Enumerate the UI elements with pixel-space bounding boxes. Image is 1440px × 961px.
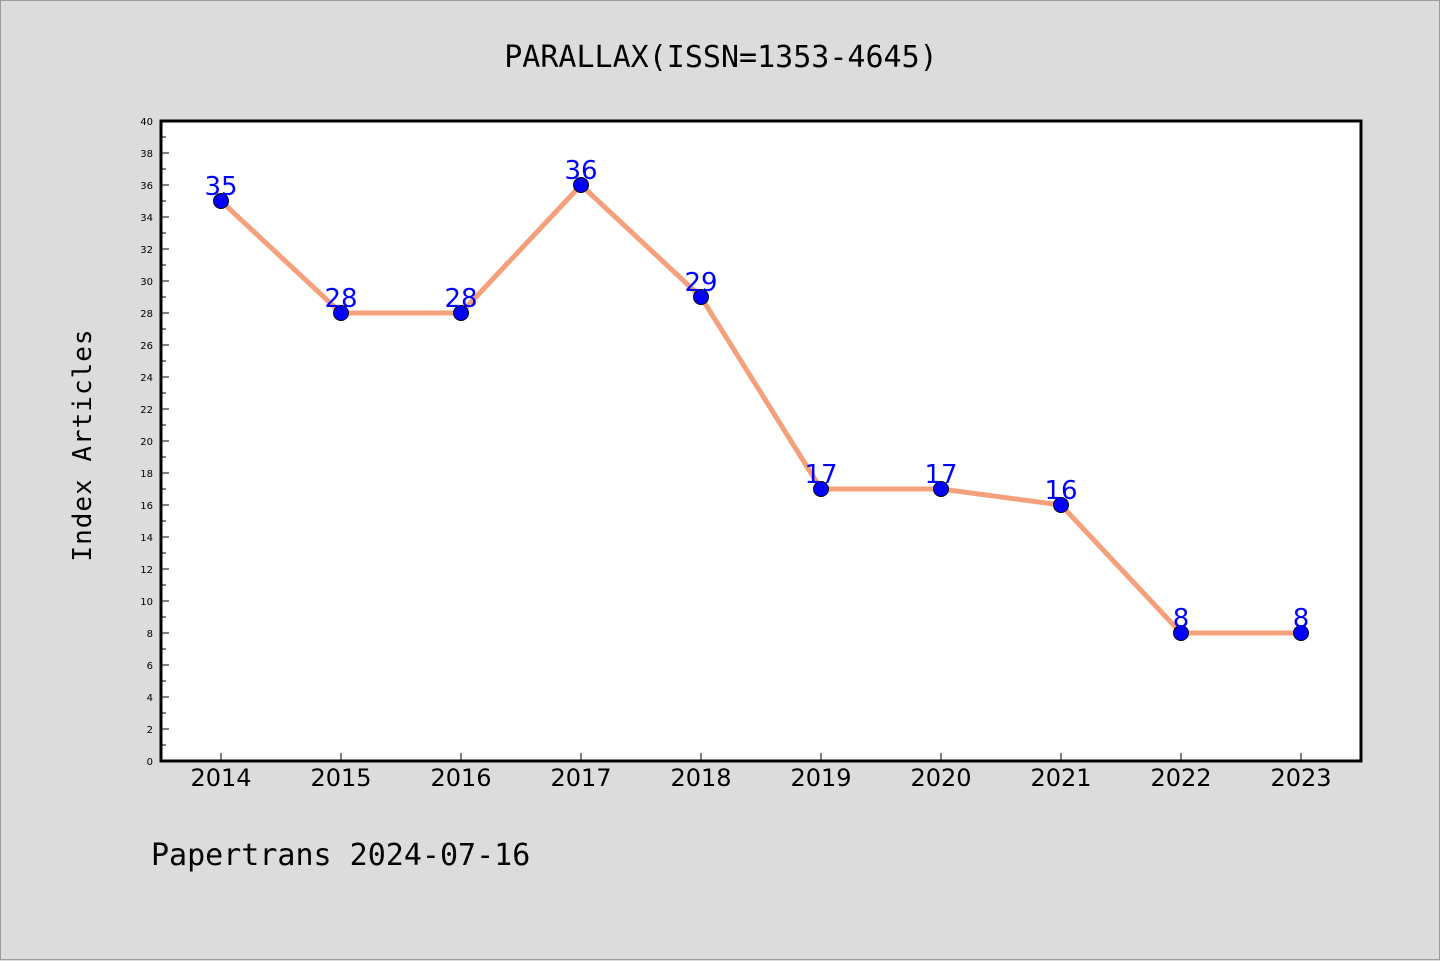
data-label-2021: 16 bbox=[1044, 476, 1077, 506]
y-tick-label: 30 bbox=[140, 277, 153, 288]
x-tick-label: 2019 bbox=[790, 764, 851, 792]
y-tick-label: 8 bbox=[147, 629, 153, 640]
y-tick-label: 34 bbox=[140, 213, 153, 224]
y-tick-label: 26 bbox=[140, 341, 153, 352]
data-point-2022 bbox=[1173, 625, 1189, 641]
y-tick-label: 16 bbox=[140, 501, 153, 512]
data-point-2016 bbox=[453, 305, 469, 321]
x-tick-label: 2020 bbox=[910, 764, 971, 792]
x-tick-label: 2015 bbox=[310, 764, 371, 792]
y-tick-label: 6 bbox=[147, 661, 153, 672]
data-point-2017 bbox=[573, 177, 589, 193]
x-tick-label: 2017 bbox=[550, 764, 611, 792]
x-tick-label: 2014 bbox=[190, 764, 251, 792]
y-tick-label: 22 bbox=[140, 405, 153, 416]
data-point-2015 bbox=[333, 305, 349, 321]
plot-area bbox=[159, 119, 1363, 763]
y-tick-label: 0 bbox=[147, 757, 153, 768]
data-point-2019 bbox=[813, 481, 829, 497]
data-point-2020 bbox=[933, 481, 949, 497]
data-label-2019: 17 bbox=[804, 460, 837, 490]
x-tick-label: 2021 bbox=[1030, 764, 1091, 792]
data-labels: 35 28 28 36 29 17 17 16 8 8 bbox=[204, 156, 1309, 634]
data-label-2020: 17 bbox=[924, 460, 957, 490]
chart-title: PARALLAX(ISSN=1353-4645) bbox=[504, 40, 937, 75]
y-tick-label: 32 bbox=[140, 245, 153, 256]
x-tick-label: 2023 bbox=[1270, 764, 1331, 792]
x-axis-ticks: 2014 2015 2016 2017 2018 2019 2020 2021 2022 2023 bbox=[190, 753, 1332, 792]
x-tick-label: 2022 bbox=[1150, 764, 1211, 792]
data-label-2018: 29 bbox=[684, 268, 717, 298]
x-tick-label: 2016 bbox=[430, 764, 491, 792]
y-tick-label: 20 bbox=[140, 437, 153, 448]
y-tick-label: 14 bbox=[140, 533, 153, 544]
y-tick-label: 18 bbox=[140, 469, 153, 480]
y-tick-label: 4 bbox=[147, 693, 153, 704]
y-tick-label: 28 bbox=[140, 309, 153, 320]
y-tick-label: 12 bbox=[140, 565, 153, 576]
footer-source: Papertrans 2024-07-16 bbox=[151, 838, 530, 873]
data-point-2014 bbox=[213, 193, 229, 209]
y-axis-label: Index Articles bbox=[68, 328, 98, 561]
data-label-2022: 8 bbox=[1173, 604, 1190, 634]
series-line bbox=[219, 182, 1301, 636]
data-label-2014: 35 bbox=[204, 172, 237, 202]
y-tick-label: 38 bbox=[140, 149, 153, 160]
series-line-group bbox=[219, 182, 1301, 636]
x-tick-label: 2018 bbox=[670, 764, 731, 792]
data-label-2015: 28 bbox=[324, 284, 357, 314]
data-markers bbox=[213, 177, 1309, 641]
y-tick-label: 10 bbox=[140, 597, 153, 608]
data-label-2023: 8 bbox=[1293, 604, 1310, 634]
data-label-2017: 36 bbox=[564, 156, 597, 186]
y-tick-label: 40 bbox=[140, 117, 153, 128]
data-point-2021 bbox=[1053, 497, 1069, 513]
data-point-2018 bbox=[693, 289, 709, 305]
data-label-2016: 28 bbox=[444, 284, 477, 314]
y-tick-label: 24 bbox=[140, 373, 153, 384]
data-point-2023 bbox=[1293, 625, 1309, 641]
y-tick-label: 2 bbox=[147, 725, 153, 736]
y-tick-label: 36 bbox=[140, 181, 153, 192]
